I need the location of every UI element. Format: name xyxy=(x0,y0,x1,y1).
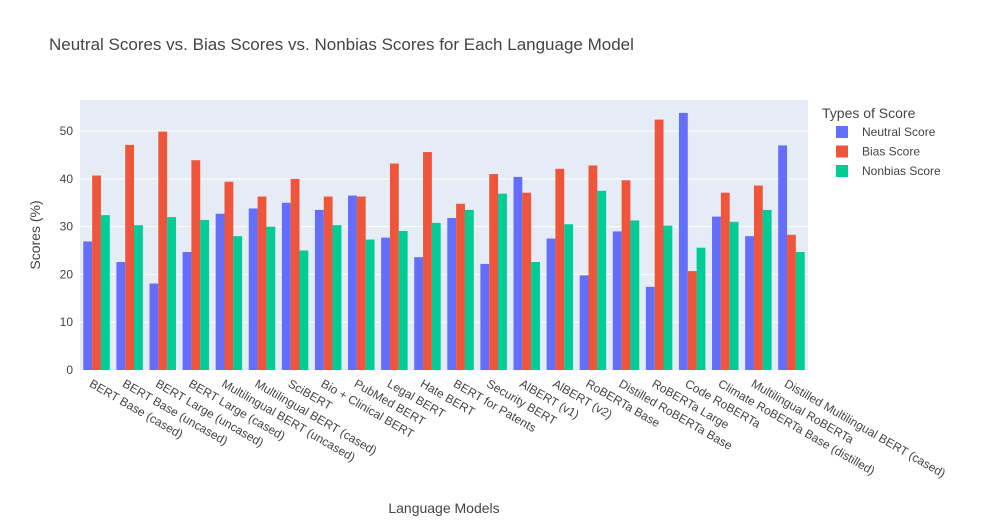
bar-neutral-score[interactable] xyxy=(447,218,457,370)
bar-bias-score[interactable] xyxy=(621,180,631,370)
bar-neutral-score[interactable] xyxy=(480,263,490,370)
bar-bias-score[interactable] xyxy=(158,131,168,370)
bar-neutral-score[interactable] xyxy=(678,112,688,371)
bar-neutral-score[interactable] xyxy=(414,257,424,370)
legend-swatch[interactable] xyxy=(836,165,848,177)
bar-nonbias-score[interactable] xyxy=(729,221,739,370)
bar-bias-score[interactable] xyxy=(290,178,300,370)
bar-bias-score[interactable] xyxy=(423,152,432,370)
bar-neutral-score[interactable] xyxy=(612,231,622,370)
bar-nonbias-score[interactable] xyxy=(498,193,507,370)
bar-neutral-score[interactable] xyxy=(314,209,324,370)
bar-bias-score[interactable] xyxy=(92,175,101,370)
bar-neutral-score[interactable] xyxy=(215,213,225,370)
bar-nonbias-score[interactable] xyxy=(795,251,805,370)
bar-neutral-score[interactable] xyxy=(182,251,192,370)
bar-nonbias-score[interactable] xyxy=(762,209,772,370)
bar-nonbias-score[interactable] xyxy=(134,225,143,370)
bar-bias-score[interactable] xyxy=(323,196,333,370)
legend-label[interactable]: Bias Score xyxy=(862,145,920,159)
bars-group xyxy=(83,112,805,371)
legend-swatch[interactable] xyxy=(836,126,848,138)
bar-nonbias-score[interactable] xyxy=(365,239,375,370)
legend-label[interactable]: Neutral Score xyxy=(862,125,936,139)
legend-swatch[interactable] xyxy=(836,145,848,158)
bar-bias-score[interactable] xyxy=(654,119,664,370)
bar-bias-score[interactable] xyxy=(588,165,598,370)
bar-neutral-score[interactable] xyxy=(281,202,291,370)
x-tick-labels: BERT Base (cased)BERT Base (uncased)BERT… xyxy=(87,376,948,480)
bar-neutral-score[interactable] xyxy=(381,237,390,370)
bar-nonbias-score[interactable] xyxy=(630,220,640,370)
bar-bias-score[interactable] xyxy=(555,168,565,370)
bar-nonbias-score[interactable] xyxy=(431,222,441,370)
bar-neutral-score[interactable] xyxy=(149,283,159,370)
bar-bias-score[interactable] xyxy=(356,196,366,370)
bar-bias-score[interactable] xyxy=(456,203,465,370)
y-tick-label: 40 xyxy=(60,172,74,186)
bar-neutral-score[interactable] xyxy=(248,208,258,370)
y-tick-label: 20 xyxy=(60,267,74,281)
legend-label[interactable]: Nonbias Score xyxy=(862,164,941,178)
legend-title: Types of Score xyxy=(822,105,916,121)
bar-neutral-score[interactable] xyxy=(745,236,754,370)
bar-bias-score[interactable] xyxy=(389,163,399,370)
bar-nonbias-score[interactable] xyxy=(299,250,309,370)
y-axis-title: Scores (%) xyxy=(27,200,43,269)
bar-nonbias-score[interactable] xyxy=(233,236,243,370)
bar-nonbias-score[interactable] xyxy=(100,215,110,370)
chart-title: Neutral Scores vs. Bias Scores vs. Nonbi… xyxy=(49,35,634,54)
bar-nonbias-score[interactable] xyxy=(398,230,408,370)
bar-neutral-score[interactable] xyxy=(116,262,126,370)
bar-bias-score[interactable] xyxy=(257,196,267,370)
bar-bias-score[interactable] xyxy=(191,160,201,370)
bar-nonbias-score[interactable] xyxy=(332,225,342,370)
y-tick-label: 0 xyxy=(66,363,73,377)
y-tick-label: 50 xyxy=(60,124,74,138)
y-tick-label: 10 xyxy=(60,315,74,329)
legend: Types of Score Neutral Score Bias Score No… xyxy=(822,105,941,178)
bar-neutral-score[interactable] xyxy=(712,216,721,370)
y-tick-labels: 0 10 20 30 40 50 xyxy=(60,124,74,377)
bar-nonbias-score[interactable] xyxy=(531,262,540,370)
bar-bias-score[interactable] xyxy=(522,192,532,370)
bar-nonbias-score[interactable] xyxy=(597,190,607,370)
bar-neutral-score[interactable] xyxy=(83,241,93,370)
bar-bias-score[interactable] xyxy=(125,144,135,370)
bar-neutral-score[interactable] xyxy=(579,275,589,370)
bar-bias-score[interactable] xyxy=(224,181,234,370)
bar-bias-score[interactable] xyxy=(489,174,499,370)
bar-nonbias-score[interactable] xyxy=(696,247,706,370)
bar-nonbias-score[interactable] xyxy=(663,225,673,370)
y-tick-label: 30 xyxy=(60,220,74,234)
bar-nonbias-score[interactable] xyxy=(266,226,276,370)
x-axis-title: Language Models xyxy=(388,500,499,516)
bar-nonbias-score[interactable] xyxy=(200,219,210,370)
bar-neutral-score[interactable] xyxy=(513,176,523,370)
bar-nonbias-score[interactable] xyxy=(564,224,574,370)
bar-bias-score[interactable] xyxy=(720,192,730,370)
bar-nonbias-score[interactable] xyxy=(464,209,474,370)
bar-bias-score[interactable] xyxy=(787,234,796,370)
bar-neutral-score[interactable] xyxy=(348,195,357,370)
bar-neutral-score[interactable] xyxy=(778,145,788,370)
bar-nonbias-score[interactable] xyxy=(167,217,176,370)
bar-neutral-score[interactable] xyxy=(546,238,556,370)
bar-neutral-score[interactable] xyxy=(645,286,655,370)
bar-bias-score[interactable] xyxy=(687,271,697,370)
bar-bias-score[interactable] xyxy=(753,185,763,370)
